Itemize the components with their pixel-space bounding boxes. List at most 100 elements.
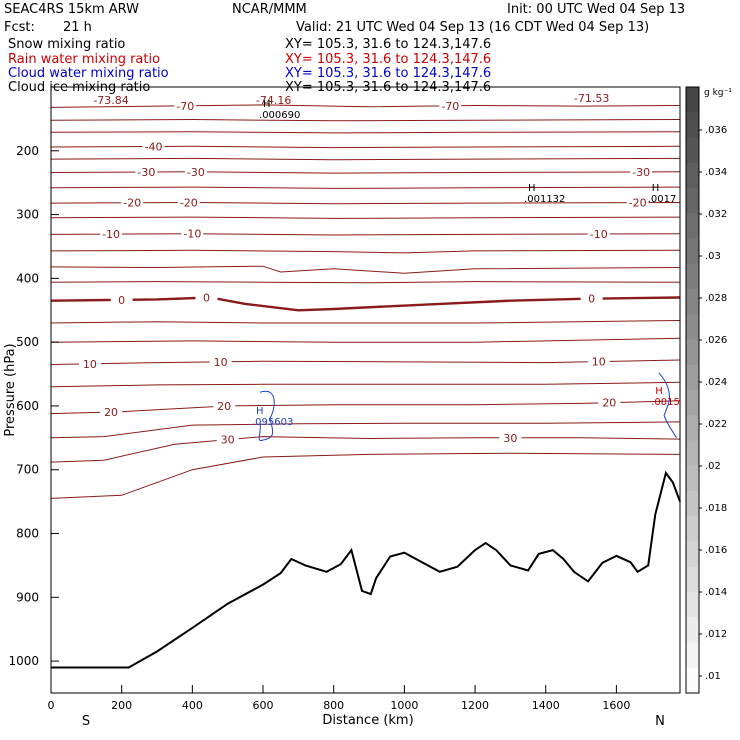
isotherm-label: -10	[590, 228, 608, 241]
fcst-value: 21 h	[63, 20, 92, 35]
isotherm-line	[50, 359, 681, 365]
y-tick-label: 600	[16, 399, 39, 413]
colorbar-segment	[686, 364, 699, 391]
isotherm-label: -20	[180, 196, 198, 209]
colorbar-segment	[686, 289, 699, 315]
isotherm-line	[50, 249, 681, 254]
south-label: S	[82, 714, 90, 729]
colorbar-tick-label: .018	[705, 503, 727, 514]
x-tick-label: 0	[48, 699, 55, 712]
isotherm-line	[50, 320, 681, 324]
org-label: NCAR/MMM	[232, 2, 307, 17]
colorbar-segment	[686, 112, 699, 138]
temperature-extreme-label: -74.16	[256, 94, 291, 107]
isotherm-line	[50, 216, 681, 219]
x-tick-label: 200	[111, 699, 132, 712]
isotherm-label: -10	[183, 228, 201, 241]
maximum-value: .0017	[648, 194, 677, 205]
isotherm-line	[50, 104, 681, 108]
isotherm-label-bg	[78, 357, 101, 370]
isotherm-label-bg	[630, 165, 653, 178]
colorbar-segment	[686, 390, 699, 416]
x-tick-label: 1400	[532, 699, 560, 712]
model-title: SEAC4RS 15km ARW	[4, 2, 140, 17]
colorbar-segment	[686, 440, 699, 467]
colorbar-segment	[686, 491, 699, 517]
y-tick-label: 400	[16, 271, 39, 285]
isotherm-label-bg	[121, 196, 144, 209]
maximum-value: .001132	[524, 194, 565, 205]
isotherm-label-bg	[177, 196, 200, 209]
isotherm-label: -40	[144, 140, 162, 153]
isotherm-label: -70	[441, 100, 459, 113]
colorbar-frame	[685, 86, 700, 694]
terrain-line	[51, 470, 681, 669]
isotherm-label: -20	[629, 197, 647, 210]
isotherm-line	[50, 281, 681, 284]
isotherm-label-bg	[580, 292, 603, 305]
init-time: Init: 00 UTC Wed 04 Sep 13	[507, 2, 686, 17]
isotherm-label-bg	[216, 433, 239, 446]
isotherm-line	[50, 400, 681, 415]
north-label: N	[655, 714, 665, 729]
isotherm-line	[50, 118, 681, 122]
plot-frame	[50, 86, 681, 694]
colorbar-tick-label: .028	[705, 293, 727, 304]
field-xy-rain: XY= 105.3, 31.6 to 124.3,147.6	[285, 52, 492, 67]
colorbar-segment	[686, 566, 699, 593]
isotherm-label: 20	[104, 406, 118, 419]
colorbar-tick-label: .032	[705, 209, 727, 220]
isotherm-label: -30	[632, 166, 650, 179]
x-tick-label: 1200	[461, 699, 489, 712]
x-tick-label: 1000	[390, 699, 418, 712]
colorbar-segment	[686, 87, 699, 113]
x-tick-label: 600	[253, 699, 274, 712]
isotherm-label: 0	[588, 293, 595, 306]
isotherm-line	[50, 452, 681, 499]
isotherm-label-bg	[195, 291, 218, 304]
isotherm-label: 0	[118, 294, 125, 307]
y-tick-label: 300	[16, 208, 39, 222]
isotherm-line	[50, 381, 681, 388]
colorbar-segment	[686, 617, 699, 643]
isotherm-line	[50, 337, 681, 343]
colorbar-tick-label: .012	[705, 629, 727, 640]
isotherm-label-bg	[213, 400, 236, 413]
colorbar-segment	[686, 213, 699, 239]
field-name-rain: Rain water mixing ratio	[8, 52, 161, 67]
colorbar-segment	[686, 137, 699, 164]
isotherm-label: 30	[221, 434, 235, 447]
field-name-snow: Snow mixing ratio	[8, 37, 126, 52]
colorbar-segment	[686, 592, 699, 618]
isotherm-label-bg	[499, 431, 522, 444]
colorbar-tick-label: .01	[705, 671, 721, 682]
isotherm-label: 10	[592, 356, 606, 369]
colorbar-segment	[686, 188, 699, 214]
y-tick-label: 900	[16, 590, 39, 604]
colorbar-segment	[686, 162, 699, 189]
isotherm-label-bg	[100, 405, 123, 418]
colorbar-tick-label: .026	[705, 335, 727, 346]
colorbar-tick-label: .02	[705, 461, 721, 472]
colorbar-segment	[686, 263, 699, 290]
isotherm-label: -10	[102, 228, 120, 241]
isotherm-label-bg	[174, 99, 197, 112]
field-xy-snow: XY= 105.3, 31.6 to 124.3,147.6	[285, 37, 492, 52]
colorbar-segment	[686, 415, 699, 441]
maximum-value: .095603	[252, 417, 293, 428]
isotherm-label: 30	[503, 432, 517, 445]
isotherm-label-bg	[142, 140, 165, 153]
colorbar-segment	[686, 667, 699, 694]
colorbar-tick-label: .03	[705, 251, 721, 262]
isotherm-line	[50, 201, 681, 205]
colorbar-segment	[686, 516, 699, 542]
isotherm-label-bg	[110, 293, 133, 306]
x-tick-label: 1600	[602, 699, 630, 712]
isotherm-label-bg	[135, 166, 158, 179]
maximum-marker: H	[655, 386, 663, 397]
isotherm-line	[50, 131, 681, 134]
isotherm-label-bg	[181, 227, 204, 240]
y-tick-label: 200	[16, 144, 39, 158]
temperature-extreme-label: -73.84	[93, 94, 128, 107]
colorbar-tick-label: .016	[705, 545, 727, 556]
